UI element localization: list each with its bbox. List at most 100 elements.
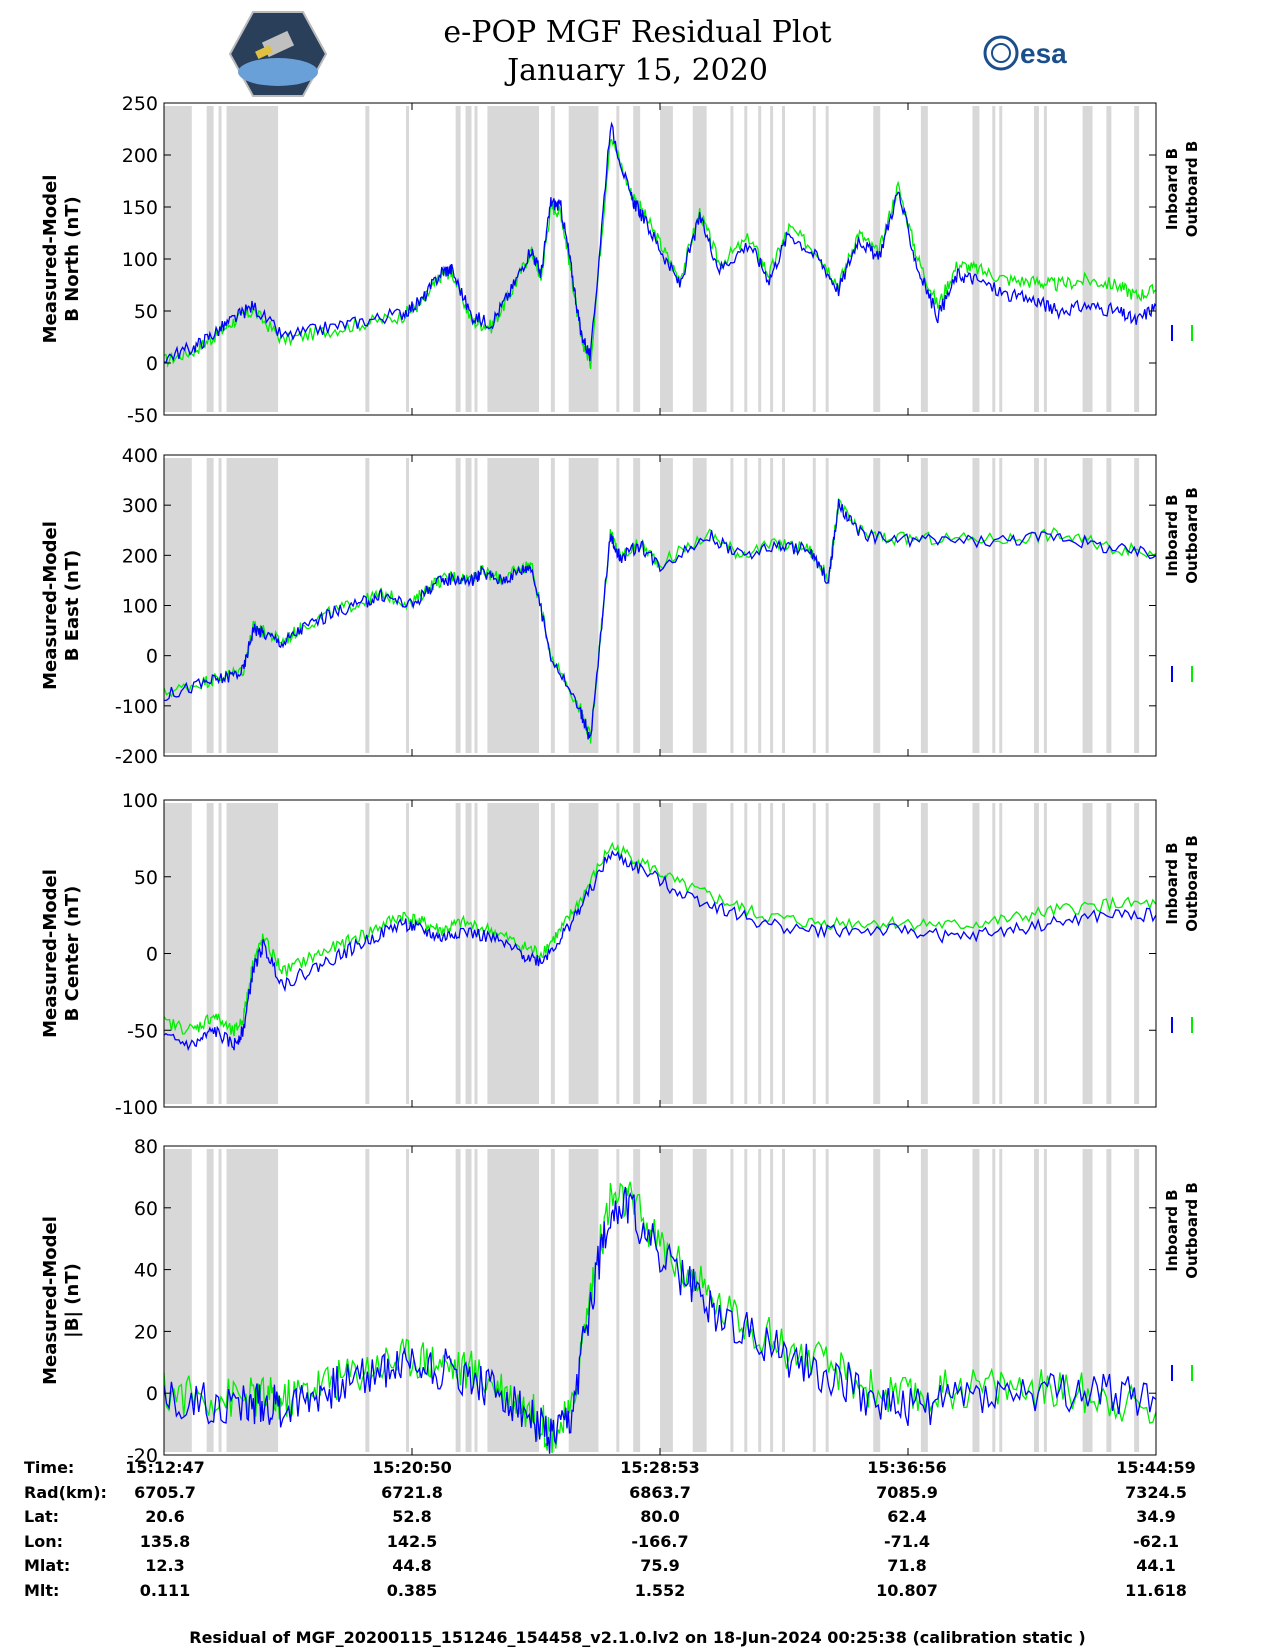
y-tick-label: -100	[115, 696, 158, 718]
y-tick-label: 200	[122, 145, 158, 167]
data-gap-band	[782, 458, 785, 753]
data-gap-band	[455, 458, 461, 753]
data-gap-band	[999, 803, 1003, 1104]
data-gap-band	[1033, 458, 1039, 753]
data-gap-band	[782, 803, 785, 1104]
data-gap-band	[972, 803, 980, 1104]
y-tick-label: 100	[122, 249, 158, 271]
data-gap-band	[758, 803, 762, 1104]
ephemeris-cell: 6863.7	[629, 1482, 691, 1502]
data-gap-band	[744, 106, 748, 412]
data-gap-band	[633, 458, 641, 753]
data-gap-band	[920, 1149, 928, 1452]
data-gap-band	[550, 458, 555, 753]
data-gap-band	[218, 458, 222, 753]
data-gap-band	[825, 458, 829, 753]
data-gap-band	[206, 106, 214, 412]
ephemeris-cell: 7324.5	[1125, 1482, 1187, 1502]
data-gap-band	[455, 803, 461, 1104]
data-gap-band	[972, 458, 980, 753]
ephemeris-cell: 80.0	[640, 1507, 680, 1526]
data-gap-band	[825, 1149, 829, 1452]
data-gap-band	[920, 106, 928, 412]
data-gap-band	[999, 106, 1003, 412]
data-gap-band	[770, 1149, 774, 1452]
ephemeris-cell: 44.1	[1136, 1556, 1176, 1575]
data-gap-band	[218, 1149, 222, 1452]
data-gap-band	[226, 458, 279, 753]
data-gap-band	[1082, 803, 1093, 1104]
data-gap-band	[730, 1149, 734, 1452]
data-gap-band	[999, 458, 1003, 753]
chart-panel-2: -200 -100 0 100 200 300 400 Measured-Model B Eas…	[40, 445, 1201, 768]
data-gap-band	[206, 458, 214, 753]
data-gap-band	[1134, 1149, 1140, 1452]
plot-title: e-POP MGF Residual Plot January 15, 2020	[0, 14, 1275, 90]
y-tick-label: 0	[146, 944, 158, 966]
data-gap-band	[365, 106, 370, 412]
y-tick-label: 40	[134, 1260, 158, 1282]
y-tick-label: -200	[115, 746, 158, 768]
data-gap-band	[873, 106, 881, 412]
data-gap-band	[406, 106, 410, 412]
title-line-1: e-POP MGF Residual Plot	[443, 15, 832, 50]
data-gap-band	[568, 106, 599, 412]
data-gap-band	[365, 803, 370, 1104]
data-gap-band	[455, 1149, 461, 1452]
ephemeris-row-label: Mlt:	[24, 1580, 60, 1600]
y-axis-label-line-1: Measured-Model	[40, 521, 61, 690]
data-gap-band	[744, 458, 748, 753]
ephemeris-cell: 44.8	[392, 1556, 432, 1575]
data-gap-band	[616, 106, 620, 412]
ephemeris-cell: 71.8	[887, 1556, 927, 1575]
ephemeris-cell: 15:28:53	[620, 1458, 700, 1477]
data-gap-band	[730, 458, 734, 753]
data-gap-band	[744, 1149, 748, 1452]
data-gap-band	[1033, 106, 1039, 412]
data-gap-band	[1043, 1149, 1047, 1452]
legend-inboard-label: Inboard B	[1163, 842, 1181, 924]
y-axis-label-line-2: B East (nT)	[62, 550, 83, 662]
data-gap-band	[465, 458, 472, 753]
data-gap-band	[568, 803, 599, 1104]
data-gap-band	[730, 803, 734, 1104]
y-tick-label: 400	[122, 445, 158, 467]
data-gap-band	[1134, 106, 1140, 412]
ephemeris-cell: 62.4	[887, 1507, 927, 1526]
series-inboard-line	[163, 499, 1157, 740]
data-gap-band	[812, 1149, 816, 1452]
data-gap-band	[758, 1149, 762, 1452]
cassiope-logo	[228, 11, 328, 97]
ephemeris-row-label: Rad(km):	[24, 1482, 107, 1502]
data-gap-band	[465, 106, 472, 412]
data-gap-band	[1106, 1149, 1112, 1452]
data-gap-band	[758, 458, 762, 753]
y-tick-label: -20	[127, 1445, 158, 1467]
ephemeris-cell: 12.3	[145, 1556, 185, 1575]
data-gap-band	[1082, 106, 1093, 412]
data-gap-band	[1106, 803, 1112, 1104]
ephemeris-cell: 15:44:59	[1116, 1458, 1196, 1477]
data-gap-band	[1043, 458, 1047, 753]
data-gap-band	[873, 1149, 881, 1452]
data-gap-band	[616, 1149, 620, 1452]
data-gap-band	[406, 1149, 410, 1452]
y-tick-label: 150	[122, 197, 158, 219]
data-gap-band	[992, 458, 996, 753]
data-gap-band	[568, 458, 599, 753]
data-gap-band	[873, 803, 881, 1104]
ephemeris-row-label: Mlat:	[24, 1556, 71, 1575]
series-inboard-line	[163, 1186, 1157, 1454]
data-gap-band	[487, 458, 539, 753]
data-gap-band	[692, 1149, 707, 1452]
ephemeris-cell: 10.807	[876, 1580, 938, 1600]
chart-panel-1: -50 0 50 100 150 200 250 Measured-Model B North …	[40, 93, 1201, 427]
data-gap-band	[660, 803, 673, 1104]
data-gap-band	[812, 803, 816, 1104]
y-axis-label-line-1: Measured-Model	[40, 1216, 61, 1385]
data-gap-band	[992, 106, 996, 412]
data-gap-band	[992, 803, 996, 1104]
y-tick-label: 100	[122, 596, 158, 618]
footer-caption: Residual of MGF_20200115_151246_154458_v…	[189, 1628, 1086, 1647]
